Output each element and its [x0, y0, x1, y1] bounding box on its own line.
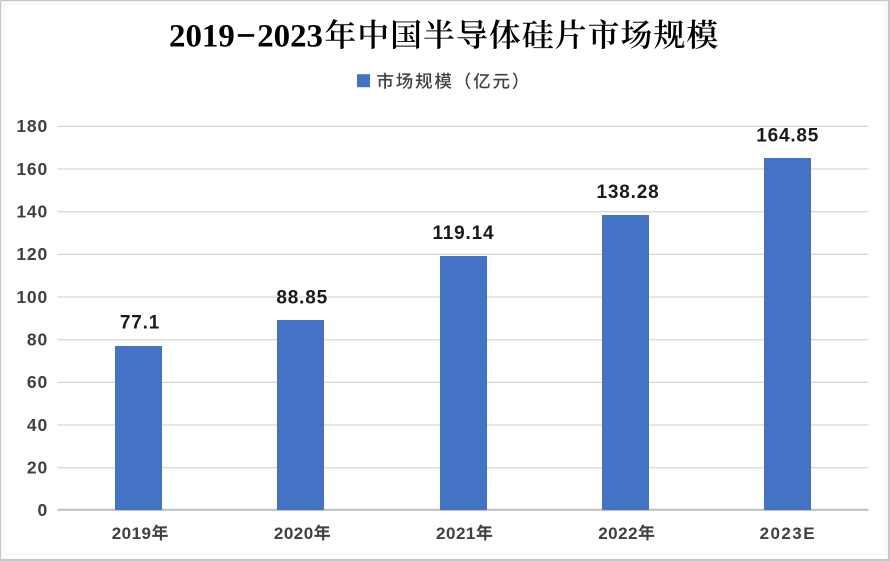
svg-text:80: 80 — [27, 330, 48, 350]
svg-text:100: 100 — [16, 287, 48, 307]
svg-text:60: 60 — [27, 372, 48, 392]
svg-text:2021: 2021 — [436, 524, 476, 543]
svg-text:2023E: 2023E — [760, 524, 816, 543]
svg-text:40: 40 — [27, 415, 48, 435]
svg-text:0: 0 — [37, 500, 48, 520]
svg-text:20: 20 — [27, 458, 48, 478]
svg-text:2020: 2020 — [274, 524, 314, 543]
svg-text:138.28: 138.28 — [597, 182, 660, 203]
svg-text:2023: 2023 — [257, 18, 323, 54]
svg-text:2022: 2022 — [598, 524, 638, 543]
svg-text:88.85: 88.85 — [276, 287, 328, 308]
svg-text:120: 120 — [16, 244, 48, 264]
svg-text:77.1: 77.1 — [120, 313, 160, 334]
svg-text:160: 160 — [16, 159, 48, 179]
svg-text:2019: 2019 — [112, 524, 152, 543]
svg-text:119.14: 119.14 — [432, 223, 494, 244]
svg-text:180: 180 — [16, 116, 48, 136]
svg-text:2019: 2019 — [169, 18, 235, 54]
svg-text:164.85: 164.85 — [756, 125, 819, 146]
svg-text:140: 140 — [16, 202, 48, 222]
